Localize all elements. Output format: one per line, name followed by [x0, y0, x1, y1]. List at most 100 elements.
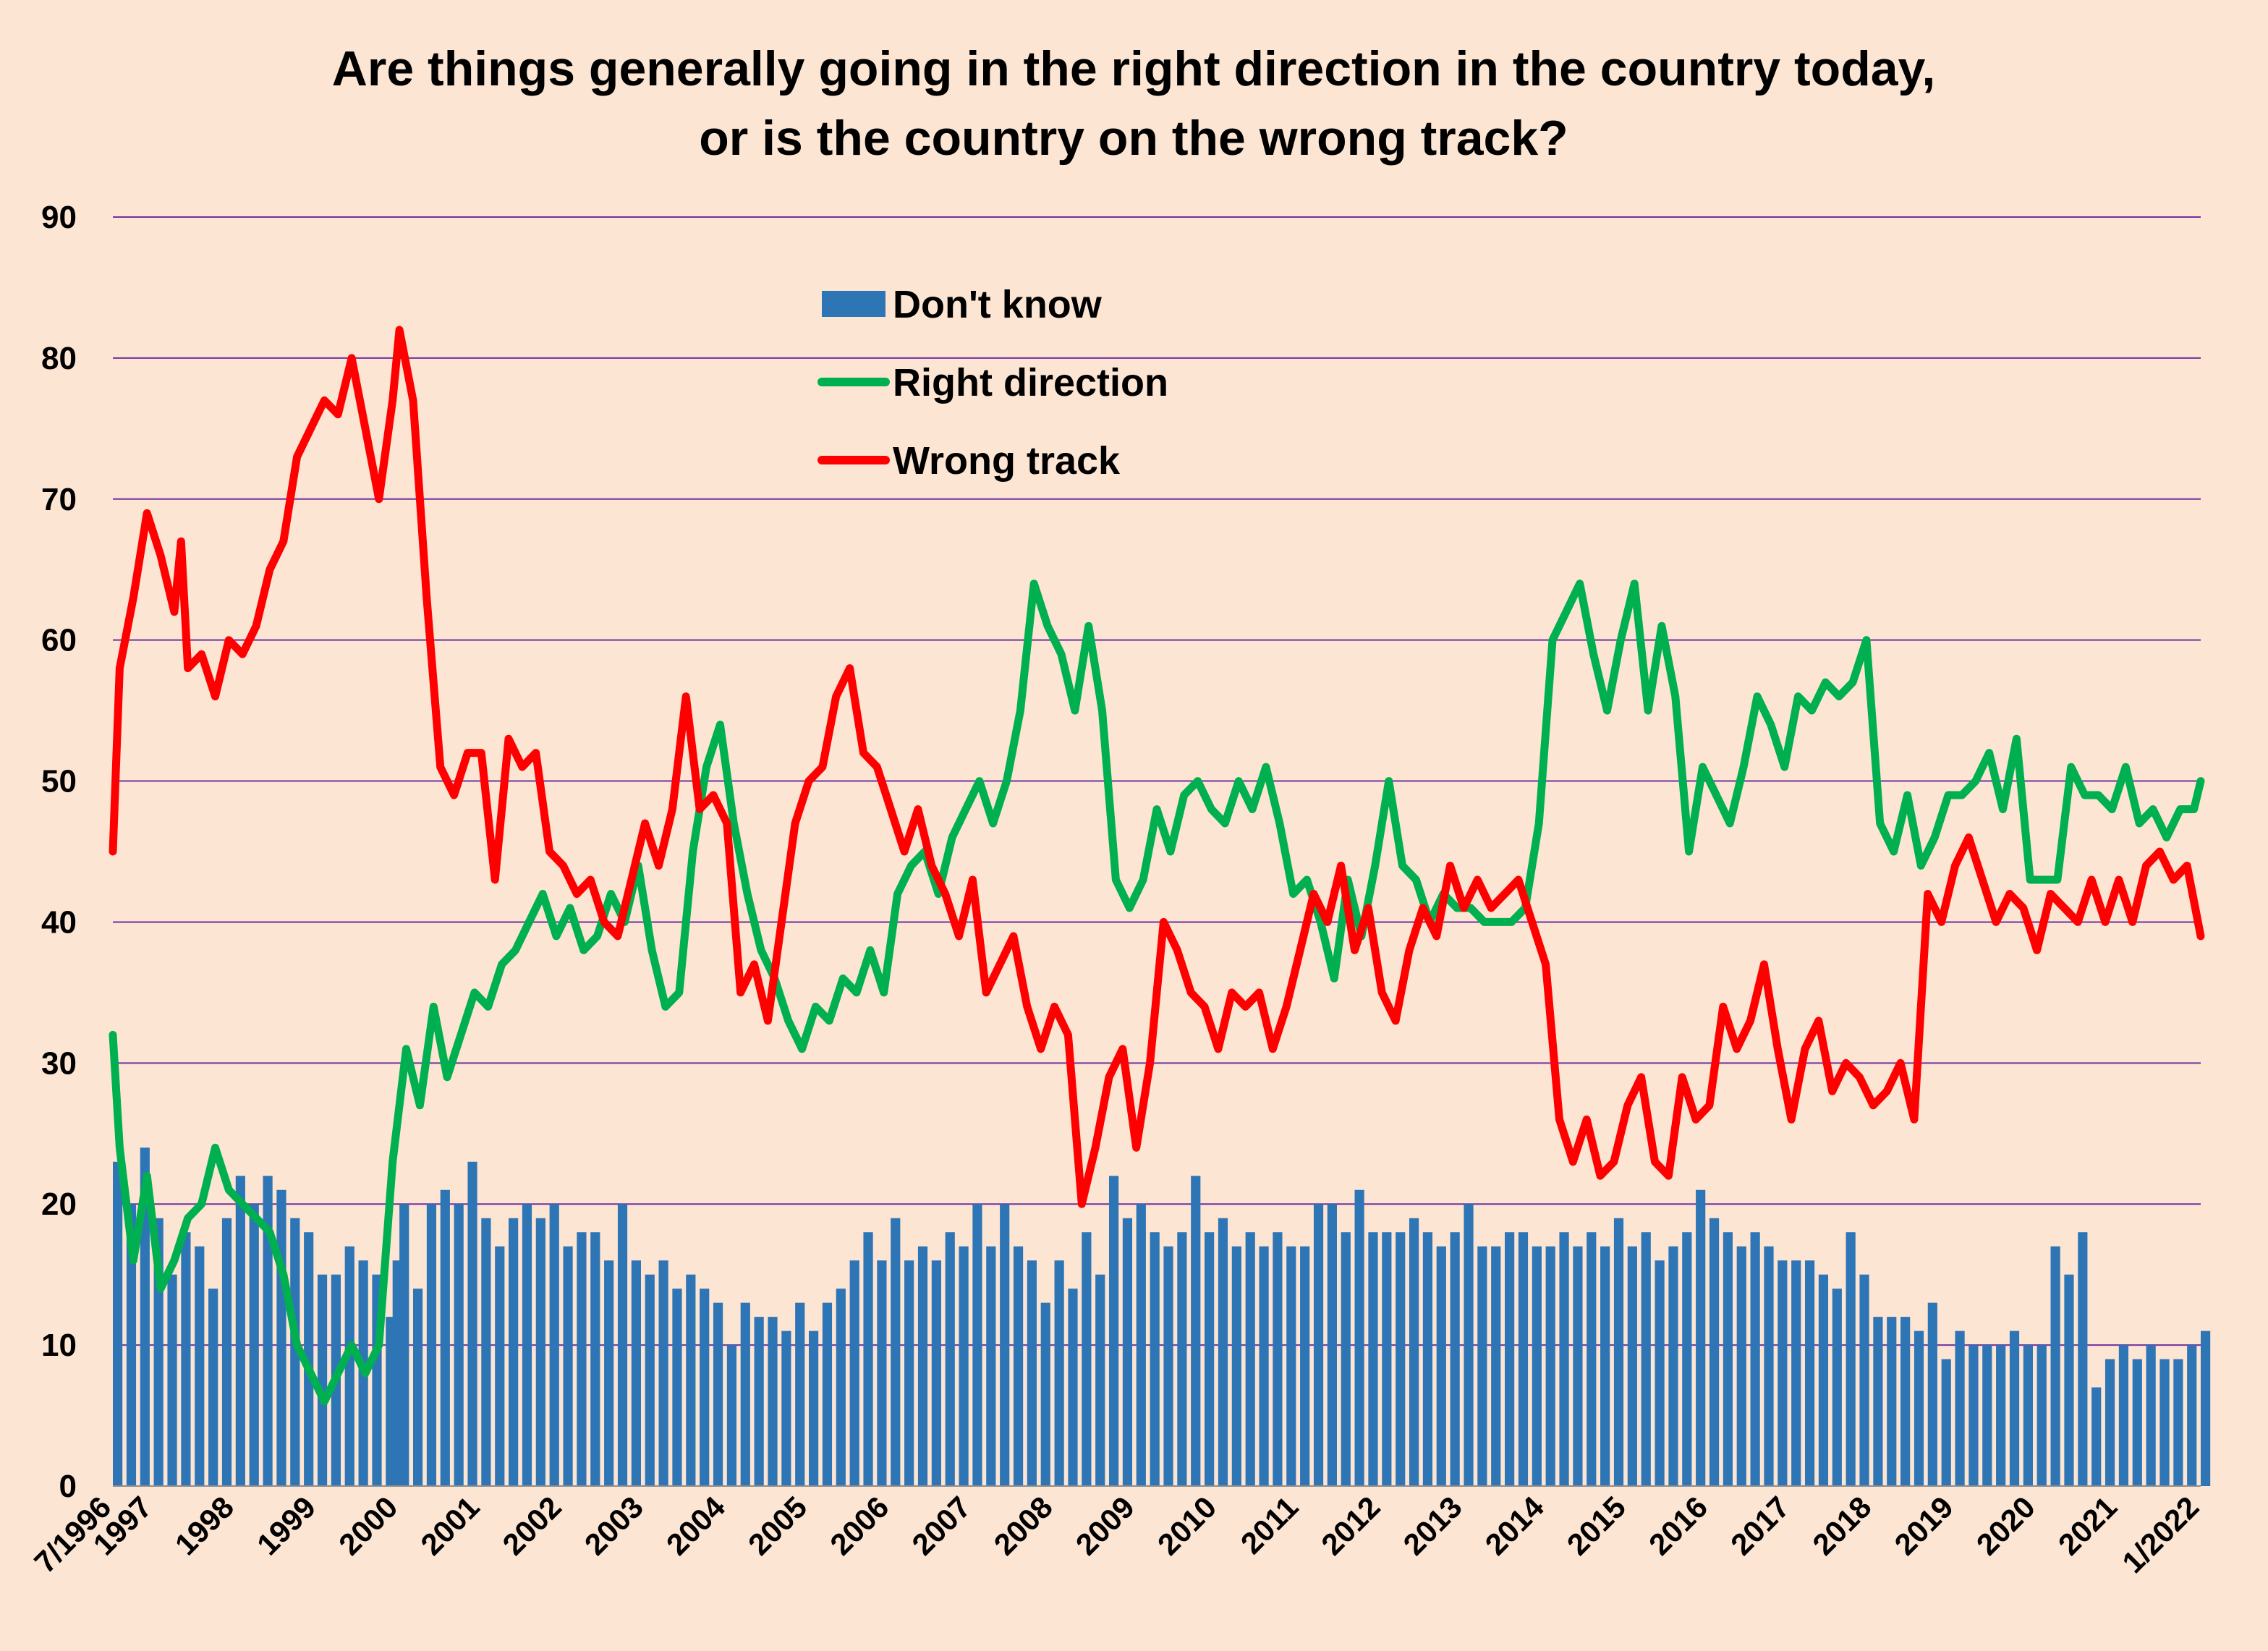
x-tick-label: 2015 — [1560, 1490, 1632, 1561]
x-tick-label: 2013 — [1396, 1490, 1468, 1561]
dont-know-bar — [1846, 1232, 1856, 1486]
x-tick-label: 2007 — [905, 1490, 977, 1561]
dont-know-bar — [781, 1330, 791, 1486]
dont-know-bar — [1396, 1232, 1406, 1486]
dont-know-bar — [140, 1147, 150, 1486]
y-tick-label: 20 — [41, 1187, 77, 1222]
dont-know-bar — [2173, 1359, 2183, 1486]
dont-know-bar — [986, 1246, 996, 1486]
x-tick-label: 1998 — [169, 1490, 240, 1561]
x-tick-label: 2002 — [496, 1490, 568, 1561]
dont-know-bar — [195, 1246, 205, 1486]
dont-know-bar — [1832, 1289, 1842, 1486]
dont-know-bar — [1750, 1232, 1760, 1486]
dont-know-bar — [1327, 1204, 1337, 1486]
dont-know-bar — [304, 1232, 314, 1486]
dont-know-bar — [917, 1246, 928, 1486]
dont-know-bar — [1286, 1246, 1296, 1486]
dont-know-bar — [2187, 1345, 2197, 1486]
dont-know-bar — [931, 1260, 941, 1486]
dont-know-bar — [672, 1289, 682, 1486]
dont-know-bar — [1300, 1246, 1310, 1486]
right-direction-line — [109, 580, 2205, 1406]
dont-know-bar — [1368, 1232, 1378, 1486]
dont-know-bar — [535, 1218, 545, 1486]
dont-know-bar — [1545, 1246, 1555, 1486]
dont-know-bar — [1927, 1302, 1937, 1486]
dont-know-bar — [1682, 1232, 1692, 1486]
dont-know-bar — [1955, 1330, 1965, 1486]
dont-know-bar — [1409, 1218, 1419, 1486]
dont-know-bar — [1122, 1218, 1133, 1486]
dont-know-bar — [1559, 1232, 1569, 1486]
dont-know-bar — [1655, 1260, 1665, 1486]
dont-know-bar — [795, 1302, 805, 1486]
dont-know-bar — [1477, 1246, 1487, 1486]
legend-label-don-t-know: Don't know — [893, 283, 1103, 326]
dont-know-bar — [904, 1260, 914, 1486]
dont-know-bar — [1313, 1204, 1324, 1486]
dont-know-bar — [467, 1161, 477, 1486]
dont-know-bar — [181, 1232, 191, 1486]
y-tick-label: 0 — [59, 1469, 77, 1504]
dont-know-bar — [590, 1232, 600, 1486]
dont-know-bar — [2201, 1330, 2211, 1486]
dont-know-bar — [740, 1302, 750, 1486]
dont-know-bar — [686, 1274, 696, 1486]
dont-know-bar — [2105, 1359, 2115, 1486]
dont-know-bar — [1587, 1232, 1597, 1486]
x-tick-label: 1999 — [250, 1490, 322, 1561]
dont-know-bar — [113, 1161, 123, 1486]
dont-know-bar — [959, 1246, 969, 1486]
dont-know-bar — [1136, 1204, 1146, 1486]
dont-know-bar — [726, 1345, 737, 1486]
y-tick-label: 10 — [41, 1328, 77, 1363]
dont-know-bar — [290, 1218, 300, 1486]
dont-know-bar — [1027, 1260, 1037, 1486]
dont-know-bar — [972, 1204, 982, 1486]
dont-know-bar — [1382, 1232, 1392, 1486]
dont-know-bar — [754, 1317, 764, 1486]
wrong-track-line — [109, 326, 2205, 1208]
dont-know-bar — [2118, 1345, 2129, 1486]
dont-know-bar — [863, 1232, 873, 1486]
dont-know-bar — [1231, 1246, 1241, 1486]
dont-know-bar — [549, 1204, 559, 1486]
dont-know-bar — [891, 1218, 901, 1486]
dont-know-bars — [113, 1147, 2211, 1486]
x-tick-label: 2010 — [1151, 1490, 1223, 1561]
dont-know-bar — [1613, 1218, 1624, 1486]
chart-title-line-1: Are things generally going in the right … — [332, 41, 1935, 96]
dont-know-bar — [1177, 1232, 1187, 1486]
dont-know-bar — [208, 1289, 218, 1486]
dont-know-bar — [700, 1289, 710, 1486]
dont-know-bar — [1436, 1246, 1446, 1486]
dont-know-bar — [1082, 1232, 1092, 1486]
dont-know-bar — [1505, 1232, 1515, 1486]
dont-know-bar — [1273, 1232, 1283, 1486]
dont-know-bar — [2132, 1359, 2142, 1486]
dont-know-bar — [440, 1189, 450, 1486]
x-tick-label: 2018 — [1806, 1490, 1877, 1561]
dont-know-bar — [631, 1260, 641, 1486]
series-lines — [109, 326, 2205, 1406]
y-tick-label: 50 — [41, 764, 77, 799]
x-tick-label: 2003 — [578, 1490, 650, 1561]
y-tick-label: 90 — [41, 200, 77, 235]
dont-know-bar — [1914, 1330, 1924, 1486]
dont-know-bar — [1600, 1246, 1610, 1486]
y-tick-label: 60 — [41, 623, 77, 658]
x-tick-label: 2008 — [988, 1490, 1059, 1561]
legend-swatch-don-t-know — [822, 291, 885, 317]
dont-know-bar — [658, 1260, 668, 1486]
dont-know-bar — [1941, 1359, 1951, 1486]
dont-know-bar — [317, 1274, 328, 1486]
dont-know-bar — [1108, 1176, 1119, 1486]
y-tick-label: 30 — [41, 1045, 77, 1081]
dont-know-bar — [836, 1289, 846, 1486]
dont-know-bar — [1573, 1246, 1583, 1486]
dont-know-bar — [1804, 1260, 1815, 1486]
dont-know-bar — [2023, 1345, 2033, 1486]
x-tick-label: 2000 — [332, 1490, 404, 1561]
